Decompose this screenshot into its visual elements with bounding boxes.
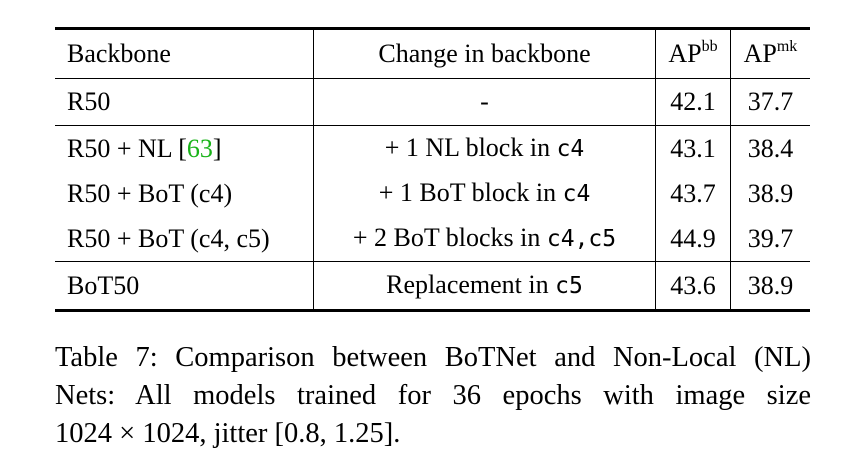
cell-change: + 1 BoT block in c4 — [313, 171, 657, 216]
citation-link[interactable]: 63 — [186, 133, 213, 163]
cell-change: + 2 BoT blocks in c4,c5 — [313, 216, 657, 262]
cell-backbone: BoT50 — [55, 261, 314, 312]
table-row: R50 + NL [63] + 1 NL block in c4 43.1 38… — [55, 125, 810, 171]
change-text: + 1 BoT block in — [378, 178, 563, 207]
table-row: R50 + BoT (c4) + 1 BoT block in c4 43.7 … — [55, 171, 810, 216]
change-text: + 1 NL block in — [384, 133, 557, 162]
table-caption: Table 7: Comparison between BoTNet and N… — [55, 339, 811, 453]
change-text: + 2 BoT blocks in — [352, 223, 547, 252]
caption-line-3: 1024 × 1024, jitter [0.8, 1.25]. — [55, 418, 401, 449]
header-change-in-backbone: Change in backbone — [313, 27, 657, 79]
header-ap-bb-sup: bb — [701, 38, 718, 55]
header-ap-mk: APmk — [730, 27, 810, 79]
results-table: Backbone Change in backbone APbb APmk R5… — [55, 27, 810, 312]
cell-backbone: R50 + NL [63] — [55, 125, 314, 171]
change-code: c4,c5 — [546, 226, 617, 252]
table-row: R50 + BoT (c4, c5) + 2 BoT blocks in c4,… — [55, 216, 810, 262]
cell-backbone: R50 + BoT (c4, c5) — [55, 216, 314, 262]
change-code: c5 — [555, 273, 583, 299]
cell-change: + 1 NL block in c4 — [313, 125, 657, 171]
backbone-text-end: ] — [212, 133, 222, 163]
cell-ap-mk: 39.7 — [747, 223, 794, 253]
header-ap-bb-base: AP — [668, 39, 702, 68]
cell-ap-mk: 38.9 — [730, 261, 810, 312]
header-backbone: Backbone — [55, 27, 314, 79]
cell-backbone: R50 — [55, 78, 314, 126]
table-header-row: Backbone Change in backbone APbb APmk — [55, 27, 810, 79]
header-ap-mk-base: AP — [743, 39, 777, 68]
cell-ap-bb: 43.6 — [655, 261, 731, 312]
cell-change: - — [313, 78, 657, 126]
change-code: c4 — [556, 136, 585, 162]
change-code: c4 — [562, 181, 591, 207]
cell-ap-mk: 38.9 — [747, 178, 794, 208]
cell-change: Replacement in c5 — [313, 261, 657, 312]
cell-ap-bb: 42.1 — [655, 78, 731, 126]
cell-ap-bb: 43.1 — [655, 125, 731, 171]
header-ap-mk-sup: mk — [776, 38, 798, 55]
backbone-text: R50 + NL [ — [67, 133, 187, 163]
table-row: BoT50 Replacement in c5 43.6 38.9 — [55, 261, 810, 312]
cell-ap-mk: 38.4 — [730, 125, 810, 171]
caption-line-1: Table 7: Comparison between BoTNet and N… — [55, 342, 811, 373]
header-ap-bb: APbb — [655, 27, 731, 79]
cell-backbone: R50 + BoT (c4) — [55, 171, 314, 216]
change-text: Replacement in — [386, 270, 556, 299]
caption-line-2: Nets: All models trained for 36 epochs w… — [55, 380, 811, 411]
table-row: R50 - 42.1 37.7 — [55, 78, 810, 126]
cell-ap-bb: 44.9 — [655, 216, 731, 262]
cell-ap-bb: 43.7 — [655, 171, 731, 216]
cell-ap-mk: 37.7 — [730, 78, 810, 126]
